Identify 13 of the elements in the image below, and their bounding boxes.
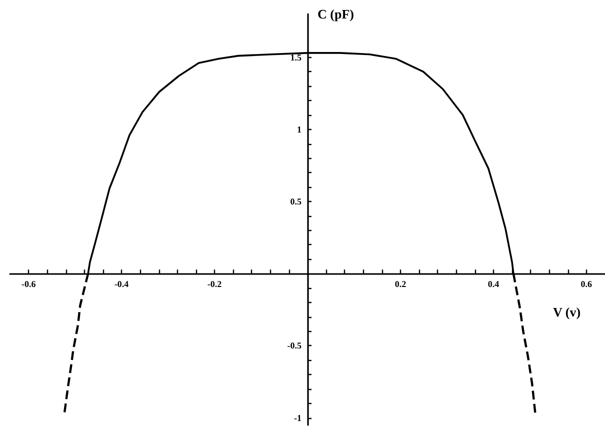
- y-tick-label: -1: [294, 412, 302, 423]
- x-tick-label: 0.4: [488, 279, 500, 290]
- x-tick-label: -0.4: [114, 279, 130, 290]
- x-axis-title: V (v): [553, 304, 581, 320]
- y-tick-label: 1: [297, 124, 302, 134]
- y-tick-label: 1.5: [290, 52, 302, 62]
- y-axis-title: C (pF): [318, 6, 354, 22]
- y-tick-label: 0.5: [290, 196, 302, 206]
- x-tick-label: 0.6: [580, 279, 593, 290]
- x-tick-label: 0.2: [394, 279, 407, 290]
- x-tick-label: -0.2: [207, 279, 222, 290]
- x-tick-label: -0.6: [21, 279, 36, 290]
- y-tick-label: -0.5: [287, 340, 302, 351]
